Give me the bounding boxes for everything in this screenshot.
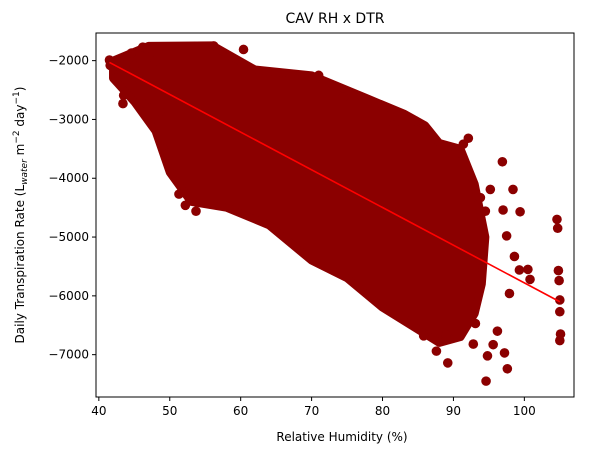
scatter-point xyxy=(389,120,399,131)
y-axis-label-mid-2: day xyxy=(13,105,27,131)
x-tick-label: 90 xyxy=(446,404,461,418)
axes-frame xyxy=(95,32,575,398)
scatter-point xyxy=(118,90,129,101)
scatter-point xyxy=(431,346,442,356)
y-tick-label: −6000 xyxy=(48,289,89,303)
scatter-point xyxy=(499,348,510,358)
plot-area xyxy=(104,41,566,386)
scatter-point xyxy=(208,41,219,51)
scatter-point xyxy=(525,274,535,285)
scatter-point xyxy=(155,106,165,117)
scatter-point xyxy=(553,265,564,276)
y-axis-label-suffix: ) xyxy=(13,87,27,92)
scatter-point xyxy=(555,335,565,346)
scatter-points xyxy=(104,41,566,386)
chart-title: CAV RH x DTR xyxy=(286,11,385,27)
regression-line xyxy=(109,61,561,303)
y-tick-label: −4000 xyxy=(48,171,89,185)
scatter-point xyxy=(502,363,513,374)
scatter-point xyxy=(555,306,565,317)
y-axis-label-prefix: Daily Transpiration Rate (L xyxy=(13,185,27,344)
scatter-point xyxy=(411,116,421,127)
scatter-point xyxy=(504,288,515,299)
scatter-point xyxy=(508,184,518,195)
y-tick-label: −2000 xyxy=(48,54,89,68)
scatter-point xyxy=(515,206,525,217)
scatter-point xyxy=(523,264,533,275)
scatter-point xyxy=(470,318,481,329)
scatter-point xyxy=(514,265,525,275)
y-axis-label-subscript: water xyxy=(20,158,30,185)
y-axis-label-superscript-1: −2 xyxy=(12,130,22,143)
scatter-point xyxy=(498,205,508,215)
y-axis-label: Daily Transpiration Rate (Lwater m−2 day… xyxy=(12,87,30,344)
scatter-point xyxy=(482,351,493,361)
x-axis: 40 50 60 70 80 90 100 xyxy=(91,397,536,418)
scatter-point xyxy=(509,251,520,262)
scatter-point xyxy=(180,200,191,211)
scatter-point xyxy=(167,169,178,179)
scatter-point xyxy=(488,339,498,350)
scatter-point xyxy=(554,275,564,286)
scatter-point xyxy=(398,311,409,321)
y-tick-label: −5000 xyxy=(48,230,89,244)
scatter-point xyxy=(150,55,161,66)
x-axis-label: Relative Humidity (%) xyxy=(276,430,407,444)
scatter-point xyxy=(174,189,184,199)
scatter-point xyxy=(497,156,508,167)
y-axis-label-mid: m xyxy=(13,144,27,160)
scatter-point xyxy=(338,92,349,102)
scatter-point xyxy=(126,48,137,58)
x-tick-label: 80 xyxy=(375,404,390,418)
x-tick-label: 40 xyxy=(91,404,106,418)
scatter-point xyxy=(485,184,496,195)
scatter-point xyxy=(163,148,174,159)
scatter-point xyxy=(468,339,479,349)
scatter-point xyxy=(238,44,249,55)
scatter-point xyxy=(492,326,503,336)
scatter-point xyxy=(191,206,201,216)
scatter-point xyxy=(145,94,155,104)
x-tick-label: 50 xyxy=(162,404,177,418)
scatter-point xyxy=(442,358,453,368)
scatter-point xyxy=(481,376,491,386)
scatter-point xyxy=(129,61,140,71)
y-tick-label: −7000 xyxy=(48,348,89,362)
scatter-point xyxy=(118,98,128,109)
scatter-point xyxy=(441,329,452,340)
y-axis-label-superscript-2: −1 xyxy=(12,91,22,104)
scatter-point xyxy=(555,295,565,305)
scatter-point xyxy=(463,133,474,144)
scatter-point xyxy=(475,192,486,203)
scatter-point xyxy=(418,331,429,341)
scatter-point xyxy=(480,206,491,216)
scatter-point xyxy=(142,43,152,54)
x-tick-label: 100 xyxy=(513,404,536,418)
scatter-point-cloud xyxy=(109,41,490,347)
scatter-point xyxy=(452,148,463,158)
x-tick-label: 70 xyxy=(304,404,319,418)
y-tick-label: −3000 xyxy=(48,112,89,126)
y-axis: −7000 −6000 −5000 −4000 −3000 −2000 xyxy=(48,54,96,362)
scatter-point xyxy=(313,70,324,81)
scatter-point xyxy=(552,223,563,234)
scatter-point xyxy=(552,214,562,225)
x-tick-label: 60 xyxy=(233,404,248,418)
scatter-cloud xyxy=(109,41,490,347)
scatter-point xyxy=(501,231,512,241)
